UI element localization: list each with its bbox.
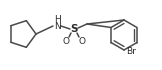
Text: N: N [54,21,60,31]
Text: O: O [63,36,69,46]
Text: O: O [79,36,86,46]
Text: Br: Br [126,46,136,56]
Text: S: S [70,24,78,34]
Text: H: H [54,14,60,24]
